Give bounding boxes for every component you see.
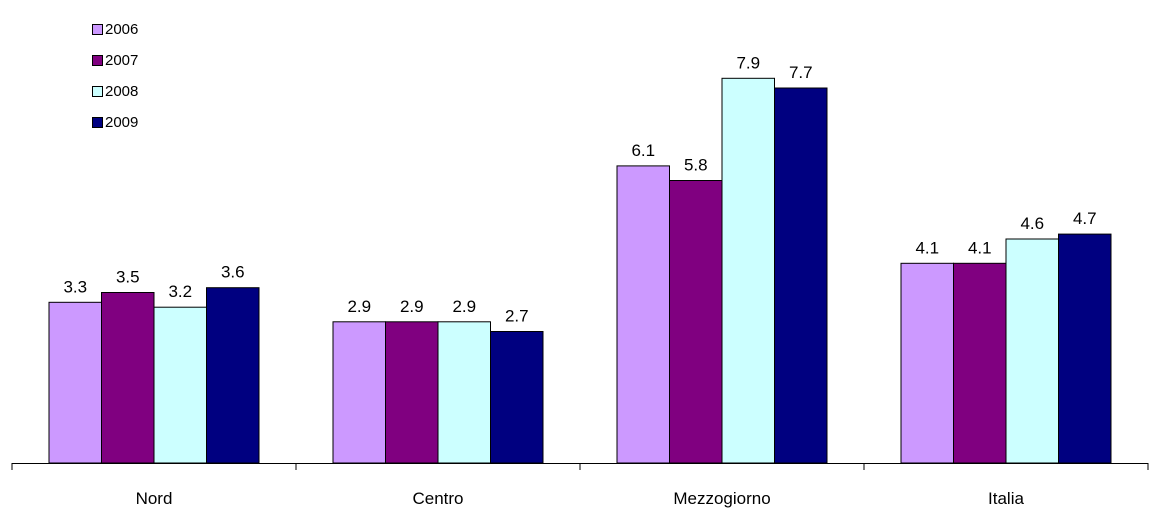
value-label-nord-2007: 3.5 bbox=[116, 268, 140, 287]
bar-italia-2008 bbox=[1005, 238, 1059, 464]
bar-italia-2007 bbox=[953, 262, 1007, 464]
value-label-mezzogiorno-2007: 5.8 bbox=[684, 156, 708, 175]
category-label-nord: Nord bbox=[136, 489, 173, 508]
value-labels-group: 3.3 3.5 3.2 3.6 2.9 2.9 2.9 2.7 6.1 5.8 7.9 7.7 4.1 4… bbox=[63, 53, 1096, 325]
legend-item-2006: 2006 bbox=[92, 14, 138, 45]
legend-label-2009: 2009 bbox=[105, 114, 139, 131]
value-label-centro-2006: 2.9 bbox=[347, 297, 371, 316]
bar-centro-2008 bbox=[437, 321, 491, 464]
value-label-centro-2007: 2.9 bbox=[400, 297, 424, 316]
legend-item-2007: 2007 bbox=[92, 45, 138, 76]
legend: 2006 2007 2008 2009 bbox=[92, 14, 138, 138]
value-label-italia-2008: 4.6 bbox=[1020, 214, 1044, 233]
bar-centro-2007 bbox=[385, 321, 439, 464]
value-label-mezzogiorno-2006: 6.1 bbox=[631, 141, 655, 160]
legend-label-2007: 2007 bbox=[105, 52, 139, 69]
legend-swatch-2006 bbox=[92, 24, 103, 35]
bar-mezzogiorno-2009 bbox=[774, 87, 828, 464]
legend-label-2006: 2006 bbox=[105, 21, 139, 38]
legend-swatch-2007 bbox=[92, 55, 103, 66]
bar-nord-2008 bbox=[153, 306, 207, 464]
bars-group bbox=[48, 77, 1112, 464]
value-label-italia-2009: 4.7 bbox=[1073, 209, 1097, 228]
bar-centro-2006 bbox=[332, 321, 386, 464]
bar-nord-2006 bbox=[48, 301, 102, 464]
legend-swatch-2009 bbox=[92, 117, 103, 128]
value-label-italia-2007: 4.1 bbox=[968, 238, 992, 257]
bar-nord-2007 bbox=[101, 292, 155, 464]
legend-label-2008: 2008 bbox=[105, 83, 139, 100]
value-label-nord-2006: 3.3 bbox=[63, 277, 87, 296]
bar-centro-2009 bbox=[490, 331, 544, 464]
value-label-nord-2008: 3.2 bbox=[168, 282, 192, 301]
legend-item-2009: 2009 bbox=[92, 107, 138, 138]
bar-italia-2006 bbox=[900, 262, 954, 464]
bar-italia-2009 bbox=[1058, 233, 1112, 464]
legend-item-2008: 2008 bbox=[92, 76, 138, 107]
bar-mezzogiorno-2007 bbox=[669, 180, 723, 464]
value-label-centro-2008: 2.9 bbox=[452, 297, 476, 316]
category-label-italia: Italia bbox=[988, 489, 1024, 508]
bar-mezzogiorno-2008 bbox=[721, 77, 775, 464]
value-label-mezzogiorno-2008: 7.9 bbox=[736, 53, 760, 72]
category-label-centro: Centro bbox=[412, 489, 463, 508]
bar-nord-2009 bbox=[206, 287, 260, 464]
legend-swatch-2008 bbox=[92, 86, 103, 97]
value-label-nord-2009: 3.6 bbox=[221, 263, 245, 282]
bar-mezzogiorno-2006 bbox=[616, 165, 670, 464]
value-label-mezzogiorno-2009: 7.7 bbox=[789, 63, 813, 82]
category-labels-group: Nord Centro Mezzogiorno Italia bbox=[136, 489, 1025, 508]
x-axis bbox=[11, 463, 1149, 470]
value-label-centro-2009: 2.7 bbox=[505, 307, 529, 326]
category-label-mezzogiorno: Mezzogiorno bbox=[673, 489, 770, 508]
value-label-italia-2006: 4.1 bbox=[915, 238, 939, 257]
